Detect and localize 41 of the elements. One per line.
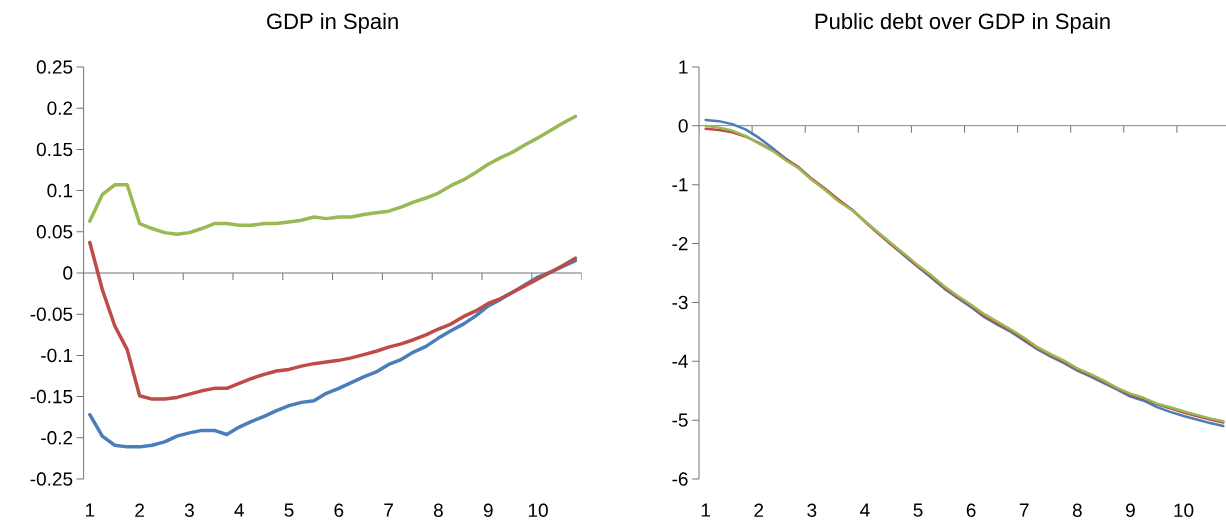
x-tick-label: 9 xyxy=(1126,503,1135,517)
x-tick-label: 9 xyxy=(483,503,493,517)
y-tick-label: 0.1 xyxy=(47,183,73,198)
x-tick-label: 8 xyxy=(1072,503,1082,517)
y-tick-label: 0.05 xyxy=(36,225,73,239)
x-tick-label: 4 xyxy=(860,503,870,517)
y-tick-label: -0.1 xyxy=(41,348,73,363)
x-tick-label: 7 xyxy=(1019,503,1029,517)
x-tick-label: 1 xyxy=(85,503,95,517)
x-tick-label: 6 xyxy=(966,503,976,517)
y-tick-label: -0.05 xyxy=(30,307,73,321)
x-tick-label: 5 xyxy=(913,503,923,517)
x-tick-label: 5 xyxy=(284,503,294,517)
y-tick-label: -6 xyxy=(672,472,688,486)
y-tick-label: -4 xyxy=(672,354,688,368)
y-tick-label: -2 xyxy=(672,236,688,251)
x-tick-label: 3 xyxy=(184,503,194,517)
x-tick-label: 8 xyxy=(433,503,443,517)
y-tick-label: 0.2 xyxy=(47,101,73,115)
y-tick-label: -5 xyxy=(672,413,688,427)
chart-title: GDP in Spain xyxy=(267,12,398,34)
x-tick-label: 2 xyxy=(135,503,144,517)
chart-title: Public debt over GDP in Spain xyxy=(815,12,1110,34)
y-tick-label: 0.15 xyxy=(36,142,73,157)
y-tick-label: 0 xyxy=(63,266,73,280)
y-tick-label: -0.15 xyxy=(30,389,73,404)
x-tick-label: 10 xyxy=(1174,503,1194,517)
x-tick-label: 1 xyxy=(701,503,710,517)
x-tick-label: 7 xyxy=(384,503,393,517)
x-tick-label: 4 xyxy=(234,503,244,517)
x-tick-label: 6 xyxy=(334,503,344,517)
y-tick-label: 1 xyxy=(679,60,688,74)
y-tick-label: -0.25 xyxy=(30,472,73,486)
y-tick-label: 0.25 xyxy=(36,60,73,74)
y-tick-label: -0.2 xyxy=(41,431,73,445)
y-tick-label: -1 xyxy=(672,178,688,192)
x-tick-label: 2 xyxy=(754,503,764,517)
y-tick-label: -3 xyxy=(672,295,688,310)
y-tick-label: 0 xyxy=(678,119,688,133)
x-tick-label: 10 xyxy=(528,503,548,517)
x-tick-label: 3 xyxy=(807,503,817,517)
